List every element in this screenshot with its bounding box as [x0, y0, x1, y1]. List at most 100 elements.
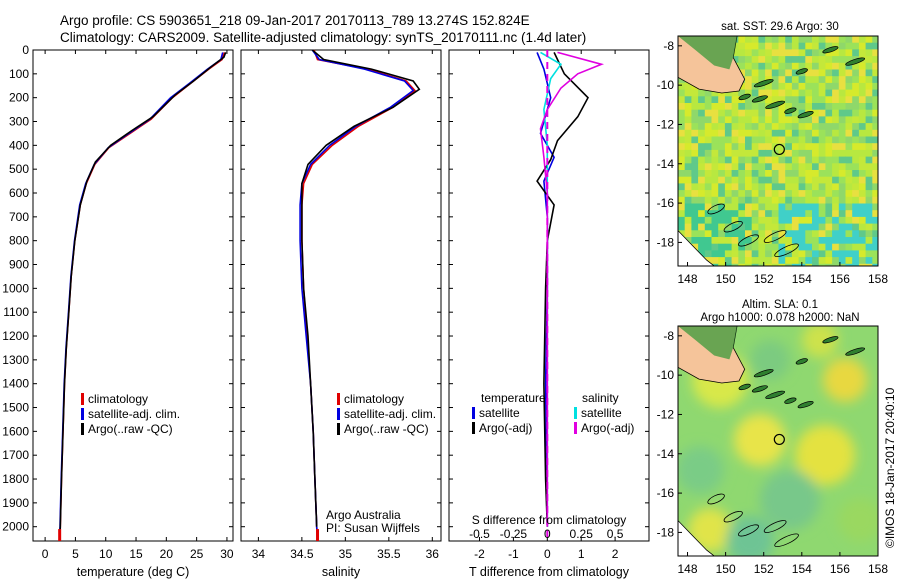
- sst-cell: [771, 223, 779, 231]
- sst-cell: [818, 123, 826, 131]
- sst-cell: [771, 156, 779, 164]
- sst-cell: [865, 163, 873, 171]
- sst-cell: [745, 69, 753, 77]
- sla-blob: [688, 508, 732, 552]
- sst-cell: [711, 103, 719, 111]
- sst-cell: [765, 123, 773, 131]
- sst-cell: [818, 257, 826, 265]
- sst-cell: [872, 109, 878, 117]
- sst-cell: [718, 123, 726, 131]
- sst-cell: [718, 263, 726, 266]
- sst-cell: [791, 96, 800, 104]
- sst-cell: [745, 163, 753, 171]
- sst-cell: [704, 143, 712, 151]
- sst-cell: [724, 190, 733, 198]
- sst-cell: [738, 263, 746, 266]
- x-tick-label: 0: [544, 547, 551, 561]
- sst-cell: [778, 250, 786, 258]
- sst-cell: [718, 136, 726, 144]
- sst-cell: [798, 163, 806, 171]
- sst-cell: [805, 243, 813, 251]
- sst-cell: [751, 149, 759, 158]
- sst-cell: [745, 250, 753, 258]
- sst-cell: [751, 210, 759, 218]
- sst-cell: [771, 196, 779, 204]
- sst-cell: [751, 62, 759, 70]
- sst-cell: [812, 190, 820, 198]
- sst-cell: [738, 149, 746, 158]
- sst-cell: [838, 203, 846, 211]
- y-tick-label: 800: [9, 234, 29, 248]
- legend-title-salinity: salinity: [582, 391, 619, 405]
- map-y-tick-label: -10: [657, 368, 675, 382]
- sst-cell: [818, 176, 826, 184]
- sst-cell: [704, 129, 712, 137]
- panel-frame: [32, 49, 234, 542]
- sst-cell: [738, 230, 746, 238]
- sst-cell: [825, 170, 833, 178]
- island: [795, 358, 808, 365]
- sst-cell: [785, 196, 793, 204]
- sst-cell: [852, 36, 860, 44]
- sst-cell: [818, 230, 826, 238]
- sst-cell: [745, 136, 753, 144]
- sst-cell: [798, 196, 806, 204]
- sst-cell: [785, 69, 793, 77]
- sst-cell: [765, 42, 773, 50]
- sst-cell: [852, 42, 860, 50]
- sst-cell: [684, 89, 692, 97]
- sst-cell: [691, 190, 699, 198]
- sst-cell: [785, 223, 793, 231]
- sst-cell: [812, 56, 820, 64]
- sst-cell: [872, 143, 878, 151]
- map-x-tick-label: 154: [792, 272, 812, 286]
- sst-cell: [825, 210, 833, 218]
- sst-cell: [852, 116, 860, 124]
- sst-cell: [751, 109, 759, 117]
- sst-cell: [731, 149, 739, 158]
- sst-cell: [805, 163, 813, 171]
- sst-cell: [858, 230, 867, 238]
- sst-cell: [825, 163, 833, 171]
- sst-cell: [812, 49, 820, 57]
- sst-cell: [791, 250, 800, 258]
- sst-cell: [805, 237, 813, 245]
- sst-cell: [718, 190, 726, 198]
- sst-cell: [832, 136, 840, 144]
- sst-cell: [758, 190, 766, 198]
- sst-cell: [758, 129, 766, 137]
- sst-cell: [818, 96, 826, 104]
- sst-cell: [698, 156, 706, 164]
- top-axis-label: S difference from climatology: [472, 513, 627, 527]
- sst-cell: [812, 96, 820, 104]
- sst-cell: [825, 76, 833, 84]
- top-tick-label: 0: [544, 527, 551, 541]
- sst-cell: [872, 62, 878, 70]
- sst-cell: [738, 116, 746, 124]
- sst-cell: [704, 109, 712, 117]
- sst-cell: [745, 170, 753, 178]
- sst-cell: [704, 116, 712, 124]
- sst-cell: [691, 129, 699, 137]
- sst-cell: [758, 216, 766, 225]
- x-tick-label: 30: [220, 547, 234, 561]
- sst-cell: [751, 36, 759, 44]
- legend-label: Argo(..raw -QC): [344, 422, 429, 436]
- sst-cell: [698, 183, 706, 191]
- sst-cell: [711, 230, 719, 238]
- sst-cell: [724, 103, 733, 111]
- sst-cell: [791, 257, 800, 265]
- sst-cell: [785, 49, 793, 57]
- sst-cell: [758, 42, 766, 50]
- sst-cell: [845, 89, 853, 97]
- sst-cell: [718, 230, 726, 238]
- sst-cell: [858, 129, 867, 137]
- sst-cell: [698, 123, 706, 131]
- sst-cell: [818, 109, 826, 117]
- sla-blob: [795, 425, 855, 485]
- sst-cell: [691, 237, 699, 245]
- map-frame: [677, 325, 879, 557]
- sst-cell: [858, 123, 867, 131]
- sst-cell: [832, 263, 840, 266]
